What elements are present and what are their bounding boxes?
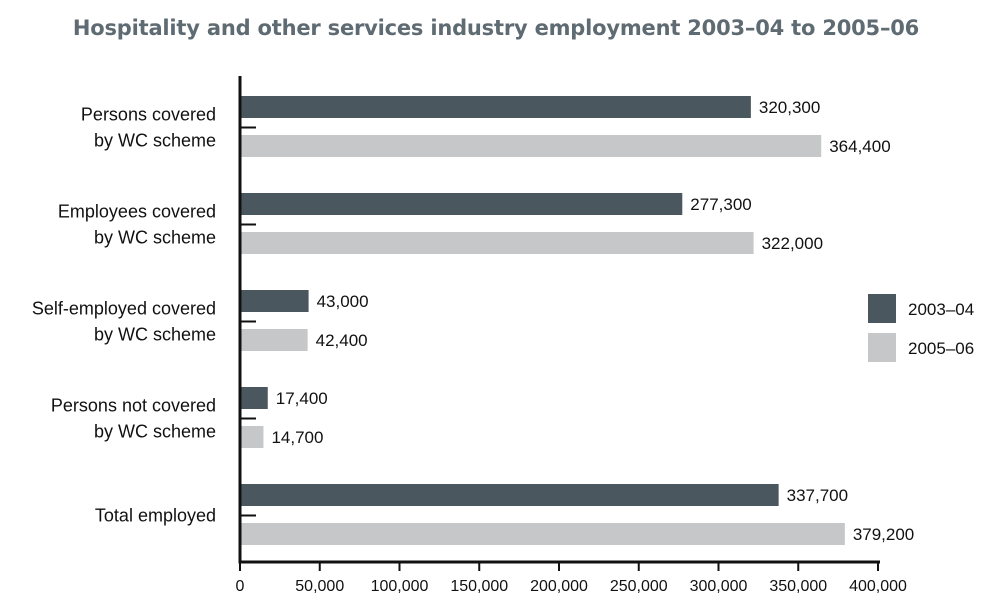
category-label: by WC scheme [94, 422, 216, 442]
bar [241, 426, 264, 448]
category-label: Total employed [95, 506, 216, 526]
x-tick-label: 200,000 [530, 578, 588, 594]
bar [241, 193, 683, 215]
bar [241, 290, 309, 312]
data-label: 277,300 [690, 195, 751, 214]
x-tick-label: 300,000 [690, 578, 748, 594]
bar [241, 484, 779, 506]
x-tick-label: 350,000 [769, 578, 827, 594]
x-tick-label: 250,000 [610, 578, 668, 594]
bar [241, 96, 751, 118]
data-label: 42,400 [316, 331, 368, 350]
category-label: by WC scheme [94, 325, 216, 345]
bar [241, 387, 268, 409]
x-tick-label: 100,000 [371, 578, 429, 594]
data-label: 379,200 [853, 525, 914, 544]
x-tick-label: 0 [236, 578, 245, 594]
x-tick-label: 50,000 [295, 578, 344, 594]
legend-label: 2003–04 [908, 300, 974, 319]
bar [241, 329, 308, 351]
bar [241, 232, 754, 254]
category-label: Employees covered [58, 202, 216, 222]
category-label: by WC scheme [94, 131, 216, 151]
bar [241, 135, 822, 157]
data-label: 43,000 [317, 292, 369, 311]
legend-swatch [868, 294, 896, 323]
data-label: 17,400 [276, 389, 328, 408]
legend-label: 2005–06 [908, 339, 974, 358]
data-label: 320,300 [759, 98, 820, 117]
data-label: 364,400 [829, 137, 890, 156]
data-label: 337,700 [787, 486, 848, 505]
x-tick-label: 400,000 [849, 578, 907, 594]
legend-swatch [868, 333, 896, 362]
data-label: 322,000 [762, 234, 823, 253]
category-label: Persons not covered [51, 396, 216, 416]
category-label: Persons covered [81, 105, 216, 125]
x-tick-label: 150,000 [450, 578, 508, 594]
category-label: Self-employed covered [32, 299, 216, 319]
category-label: by WC scheme [94, 228, 216, 248]
bar [241, 523, 845, 545]
chart-title: Hospitality and other services industry … [72, 16, 920, 40]
data-label: 14,700 [271, 428, 323, 447]
